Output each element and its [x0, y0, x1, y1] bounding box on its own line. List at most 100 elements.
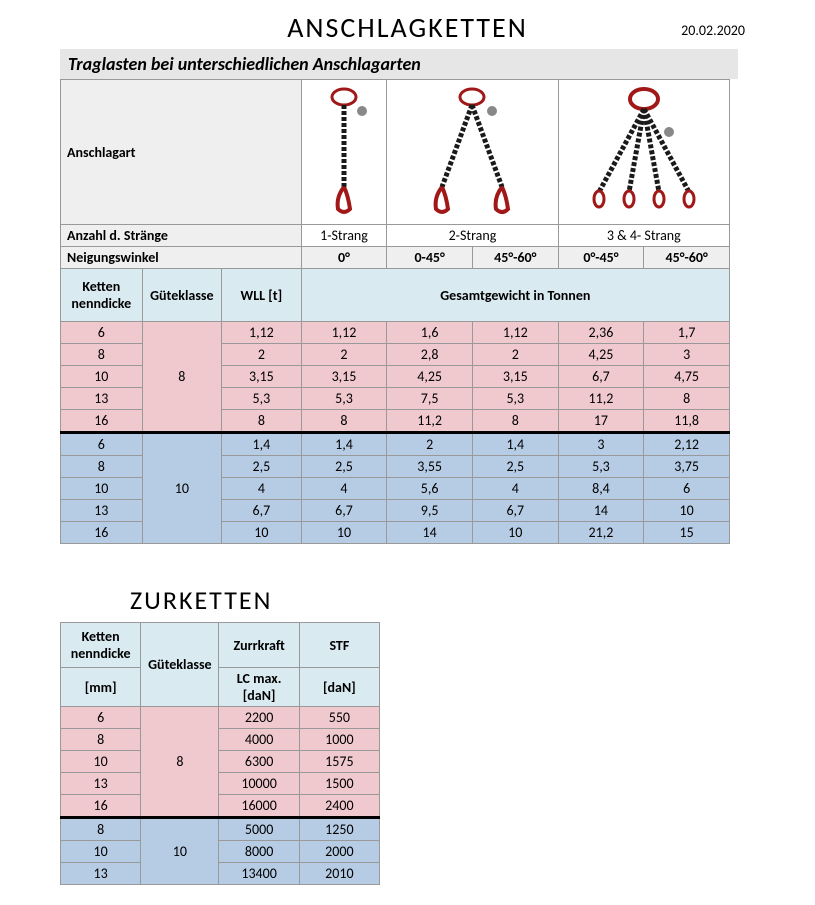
- angle-1: 0-45°: [387, 247, 473, 269]
- cell-value: 5,3: [472, 388, 558, 410]
- strands-34: 3 & 4- Strang: [558, 225, 729, 247]
- cell-stf: 2400: [299, 795, 379, 818]
- cell-value: 3,75: [644, 456, 730, 478]
- cell-value: 21,2: [558, 522, 644, 544]
- cell-guete: 10: [141, 818, 219, 885]
- cell-lc: 2200: [219, 707, 299, 729]
- cell-lc: 5000: [219, 818, 299, 841]
- cell-lc: 4000: [219, 729, 299, 751]
- col-gesamt: Gesamtgewicht in Tonnen: [301, 269, 729, 322]
- cell-diameter: 10: [61, 366, 143, 388]
- cell-lc: 10000: [219, 773, 299, 795]
- cell-lc: 13400: [219, 863, 299, 885]
- cell-value: 15: [644, 522, 730, 544]
- z-col-mm: [mm]: [61, 668, 141, 707]
- cell-diameter: 6: [61, 433, 143, 456]
- cell-diameter: 16: [61, 795, 141, 818]
- cell-value: 2,5: [301, 456, 387, 478]
- cell-stf: 1500: [299, 773, 379, 795]
- strands-label: Anzahl d. Stränge: [61, 225, 302, 247]
- cell-value: 1,4: [301, 433, 387, 456]
- cell-value: 4,75: [644, 366, 730, 388]
- cell-value: 1,12: [222, 322, 302, 344]
- cell-value: 2: [301, 344, 387, 366]
- cell-value: 17: [558, 410, 644, 433]
- angle-0: 0°: [301, 247, 387, 269]
- cell-value: 1,4: [222, 433, 302, 456]
- cell-value: 2: [222, 344, 302, 366]
- cell-value: 3,55: [387, 456, 473, 478]
- zurketten-table: Ketten nenndicke Güteklasse Zurrkraft ST…: [60, 622, 380, 885]
- cell-value: 10: [472, 522, 558, 544]
- cell-value: 8: [644, 388, 730, 410]
- cell-value: 10: [644, 500, 730, 522]
- cell-value: 8: [472, 410, 558, 433]
- cell-value: 1,12: [472, 322, 558, 344]
- cell-value: 2: [472, 344, 558, 366]
- cell-value: 8: [222, 410, 302, 433]
- cell-value: 6,7: [558, 366, 644, 388]
- cell-value: 3,15: [222, 366, 302, 388]
- cell-diameter: 8: [61, 729, 141, 751]
- cell-value: 2,5: [222, 456, 302, 478]
- cell-value: 5,6: [387, 478, 473, 500]
- cell-stf: 2000: [299, 841, 379, 863]
- cell-guete: 8: [142, 322, 222, 433]
- cell-value: 6,7: [301, 500, 387, 522]
- cell-diameter: 6: [61, 322, 143, 344]
- cell-lc: 8000: [219, 841, 299, 863]
- cell-lc: 16000: [219, 795, 299, 818]
- cell-value: 11,2: [558, 388, 644, 410]
- cell-value: 2,8: [387, 344, 473, 366]
- cell-diameter: 16: [61, 410, 143, 433]
- cell-value: 4,25: [387, 366, 473, 388]
- cell-lc: 6300: [219, 751, 299, 773]
- cell-diameter: 13: [61, 500, 143, 522]
- cell-value: 1,4: [472, 433, 558, 456]
- cell-diameter: 16: [61, 522, 143, 544]
- cell-value: 11,2: [387, 410, 473, 433]
- angle-label: Neigungswinkel: [61, 247, 302, 269]
- cell-value: 4,25: [558, 344, 644, 366]
- strands-2: 2-Strang: [387, 225, 558, 247]
- z-col-zurr: Zurrkraft: [219, 623, 299, 668]
- anschlagart-label: Anschlagart: [61, 80, 302, 225]
- zurketten-title: ZURKETTEN: [130, 584, 805, 616]
- cell-stf: 2010: [299, 863, 379, 885]
- col-wll: WLL [t]: [222, 269, 302, 322]
- cell-value: 3: [558, 433, 644, 456]
- cell-value: 2: [387, 433, 473, 456]
- cell-value: 6,7: [222, 500, 302, 522]
- cell-diameter: 8: [61, 456, 143, 478]
- cell-stf: 1250: [299, 818, 379, 841]
- cell-value: 1,6: [387, 322, 473, 344]
- z-col-ketten: Ketten nenndicke: [61, 623, 141, 668]
- cell-guete: 8: [141, 707, 219, 818]
- cell-value: 3: [644, 344, 730, 366]
- cell-stf: 1000: [299, 729, 379, 751]
- load-table: Anschlagart: [60, 79, 730, 544]
- cell-value: 7,5: [387, 388, 473, 410]
- cell-diameter: 10: [61, 478, 143, 500]
- page: ANSCHLAGKETTEN 20.02.2020 Traglasten bei…: [10, 10, 805, 885]
- cell-value: 2,12: [644, 433, 730, 456]
- cell-value: 4: [222, 478, 302, 500]
- cell-value: 4: [301, 478, 387, 500]
- cell-diameter: 8: [61, 818, 141, 841]
- cell-value: 5,3: [558, 456, 644, 478]
- z-col-lc: LC max. [daN]: [219, 668, 299, 707]
- cell-value: 10: [301, 522, 387, 544]
- z-col-stf: STF: [299, 623, 379, 668]
- cell-value: 14: [558, 500, 644, 522]
- chain-2strand-icon: [387, 80, 558, 225]
- cell-diameter: 10: [61, 841, 141, 863]
- chain-4strand-icon: [558, 80, 729, 225]
- cell-value: 2,5: [472, 456, 558, 478]
- angle-4: 45°-60°: [644, 247, 730, 269]
- subtitle-banner: Traglasten bei unterschiedlichen Anschla…: [60, 49, 738, 79]
- cell-stf: 1575: [299, 751, 379, 773]
- cell-value: 1,12: [301, 322, 387, 344]
- cell-value: 10: [222, 522, 302, 544]
- cell-value: 1,7: [644, 322, 730, 344]
- cell-diameter: 8: [61, 344, 143, 366]
